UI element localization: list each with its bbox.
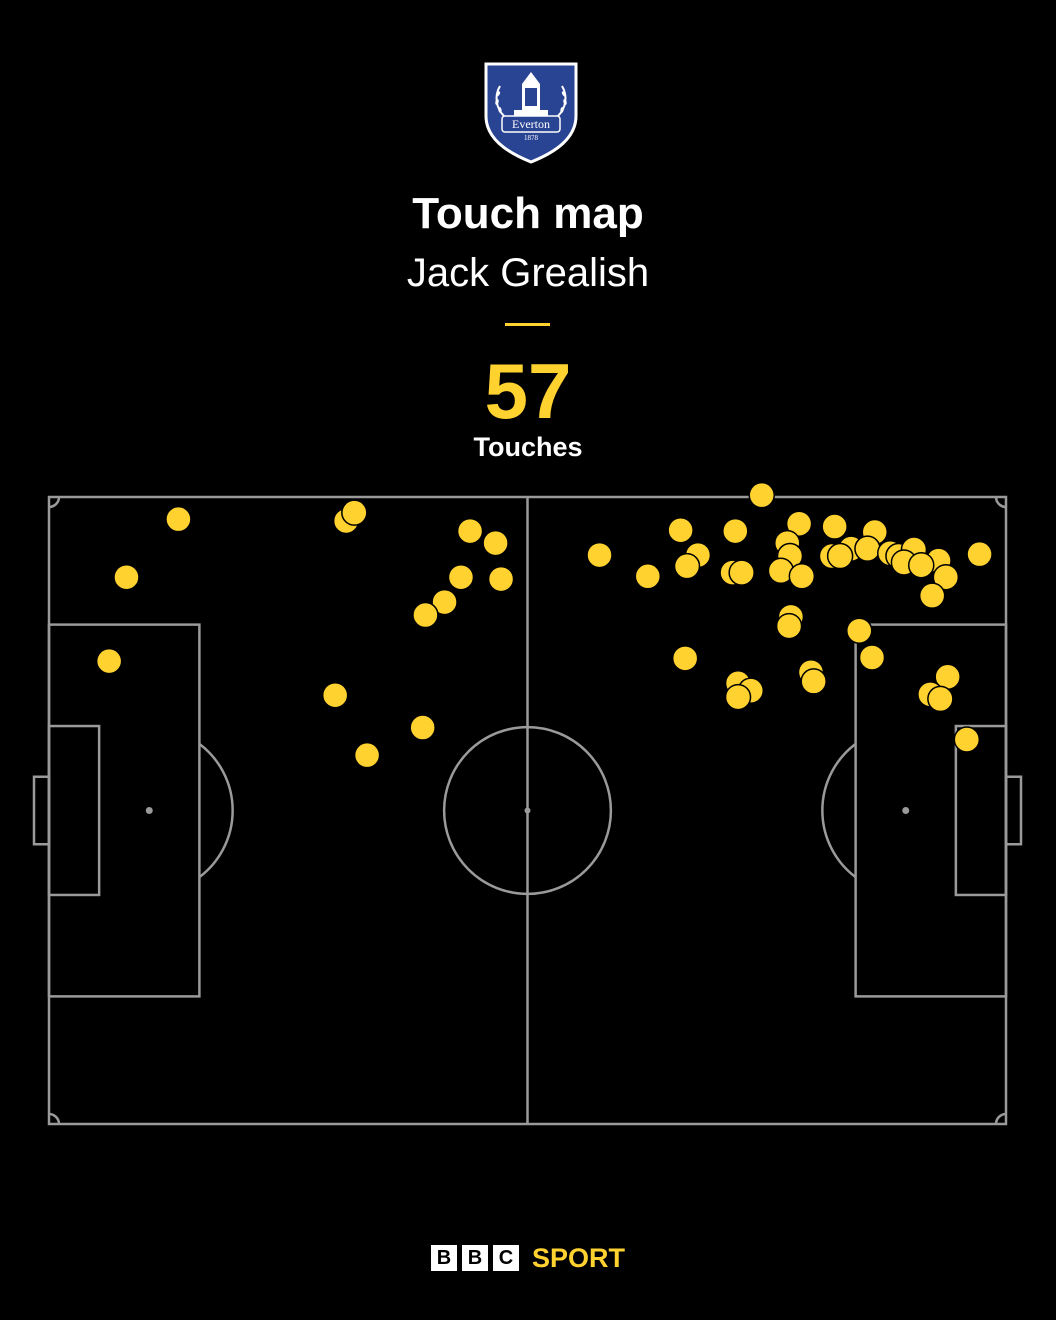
pitch-markings bbox=[32, 495, 1023, 1126]
touch-point-9 bbox=[447, 563, 475, 591]
touch-point-12 bbox=[321, 681, 349, 709]
touch-point-19 bbox=[673, 552, 701, 580]
touch-point-27 bbox=[788, 563, 816, 590]
left-penalty-area bbox=[47, 623, 201, 998]
touch-point-57 bbox=[826, 542, 854, 570]
left-six-yard-box bbox=[47, 724, 101, 897]
touch-point-44 bbox=[775, 612, 803, 640]
accent-divider bbox=[505, 323, 550, 326]
touch-point-46 bbox=[858, 644, 886, 671]
svg-text:1878: 1878 bbox=[524, 134, 539, 142]
touch-point-52 bbox=[724, 683, 752, 711]
right-penalty-spot bbox=[902, 807, 910, 814]
touch-point-17 bbox=[667, 516, 694, 544]
touch-point-38 bbox=[907, 551, 935, 579]
right-goal bbox=[1004, 775, 1023, 846]
corner-arc-bottom-left bbox=[48, 1112, 61, 1125]
sport-wordmark: SPORT bbox=[531, 1243, 625, 1273]
touch-point-16 bbox=[634, 563, 662, 590]
touch-point-22 bbox=[785, 510, 813, 537]
touch-point-56 bbox=[953, 726, 981, 753]
touch-point-42 bbox=[728, 559, 755, 586]
touch-point-31 bbox=[854, 535, 881, 562]
touches-label: Touches bbox=[473, 432, 583, 462]
touch-point-45 bbox=[846, 617, 873, 644]
touch-point-40 bbox=[918, 582, 946, 609]
touch-point-6 bbox=[456, 517, 484, 545]
touch-point-7 bbox=[482, 529, 509, 557]
left-penalty-arc bbox=[198, 742, 234, 879]
bbc-letter-b2: B bbox=[461, 1245, 488, 1271]
touch-point-2 bbox=[113, 563, 140, 591]
touch-point-1 bbox=[165, 505, 192, 533]
touch-point-37 bbox=[966, 540, 993, 568]
left-goal bbox=[32, 775, 51, 846]
touch-point-20 bbox=[722, 517, 749, 545]
everton-crest-logo: Everton 1878 bbox=[484, 62, 578, 164]
touch-point-14 bbox=[353, 741, 381, 769]
touch-points bbox=[95, 481, 993, 769]
corner-arc-top-left bbox=[48, 496, 61, 509]
player-name: Jack Grealish bbox=[406, 251, 650, 295]
right-penalty-area bbox=[854, 623, 1008, 998]
bbc-letter-b1: B bbox=[430, 1245, 457, 1271]
touch-point-23 bbox=[821, 513, 848, 540]
right-penalty-arc bbox=[821, 742, 857, 879]
touch-point-47 bbox=[671, 645, 699, 672]
touch-point-49 bbox=[800, 668, 827, 695]
bbc-letter-c: C bbox=[492, 1245, 519, 1271]
touch-point-15 bbox=[586, 541, 613, 569]
touch-point-13 bbox=[409, 714, 436, 741]
touch-point-3 bbox=[95, 647, 123, 675]
svg-text:Everton: Everton bbox=[512, 117, 550, 131]
corner-arc-top-right bbox=[994, 496, 1007, 509]
touch-point-21 bbox=[748, 481, 775, 509]
touch-point-5 bbox=[341, 499, 368, 526]
corner-arc-bottom-right bbox=[994, 1112, 1007, 1125]
touch-point-8 bbox=[487, 565, 515, 593]
touches-count: 57 bbox=[484, 347, 572, 435]
left-penalty-spot bbox=[145, 807, 153, 814]
touch-point-55 bbox=[927, 685, 954, 713]
touch-point-10 bbox=[431, 588, 458, 616]
bbc-sport-logo: B B C SPORT bbox=[0, 1242, 1056, 1274]
chart-title: Touch map bbox=[412, 189, 644, 238]
center-circle bbox=[442, 725, 613, 896]
touch-point-11 bbox=[412, 601, 439, 629]
center-spot bbox=[524, 807, 531, 814]
touch-point-39 bbox=[932, 563, 960, 591]
